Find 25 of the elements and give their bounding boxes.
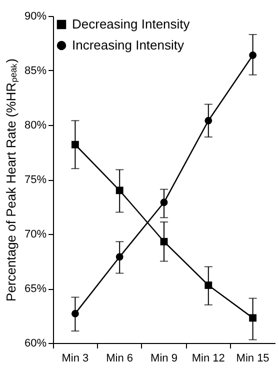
point — [71, 310, 79, 318]
point — [116, 186, 124, 194]
y-axis-title: Percentage of Peak Heart Rate (%HRₚₑₐₖ) — [3, 58, 20, 302]
legend-label: Decreasing Intensity — [72, 16, 190, 32]
point — [160, 238, 168, 246]
point — [204, 282, 212, 289]
point — [160, 198, 168, 206]
x-tick-label: Min 6 — [106, 352, 134, 364]
y-tick-label: 90% — [24, 10, 47, 22]
y-tick-label: 80% — [24, 120, 47, 132]
point — [116, 253, 124, 261]
x-tick-label: Min 3 — [62, 352, 89, 364]
x-tick-label: Min 15 — [236, 352, 270, 364]
y-tick-label: 65% — [24, 283, 47, 295]
x-tick-label: Min 9 — [150, 352, 178, 364]
point — [249, 314, 257, 322]
point — [71, 140, 79, 148]
x-tick-label: Min 12 — [192, 352, 225, 364]
point — [204, 116, 212, 124]
y-tick-label: 85% — [24, 65, 47, 77]
y-tick-label: 70% — [24, 228, 47, 240]
y-tick-label: 75% — [24, 174, 47, 186]
y-tick-label: 60% — [24, 338, 47, 350]
legend-label: Increasing Intensity — [72, 38, 185, 52]
point — [249, 52, 257, 59]
